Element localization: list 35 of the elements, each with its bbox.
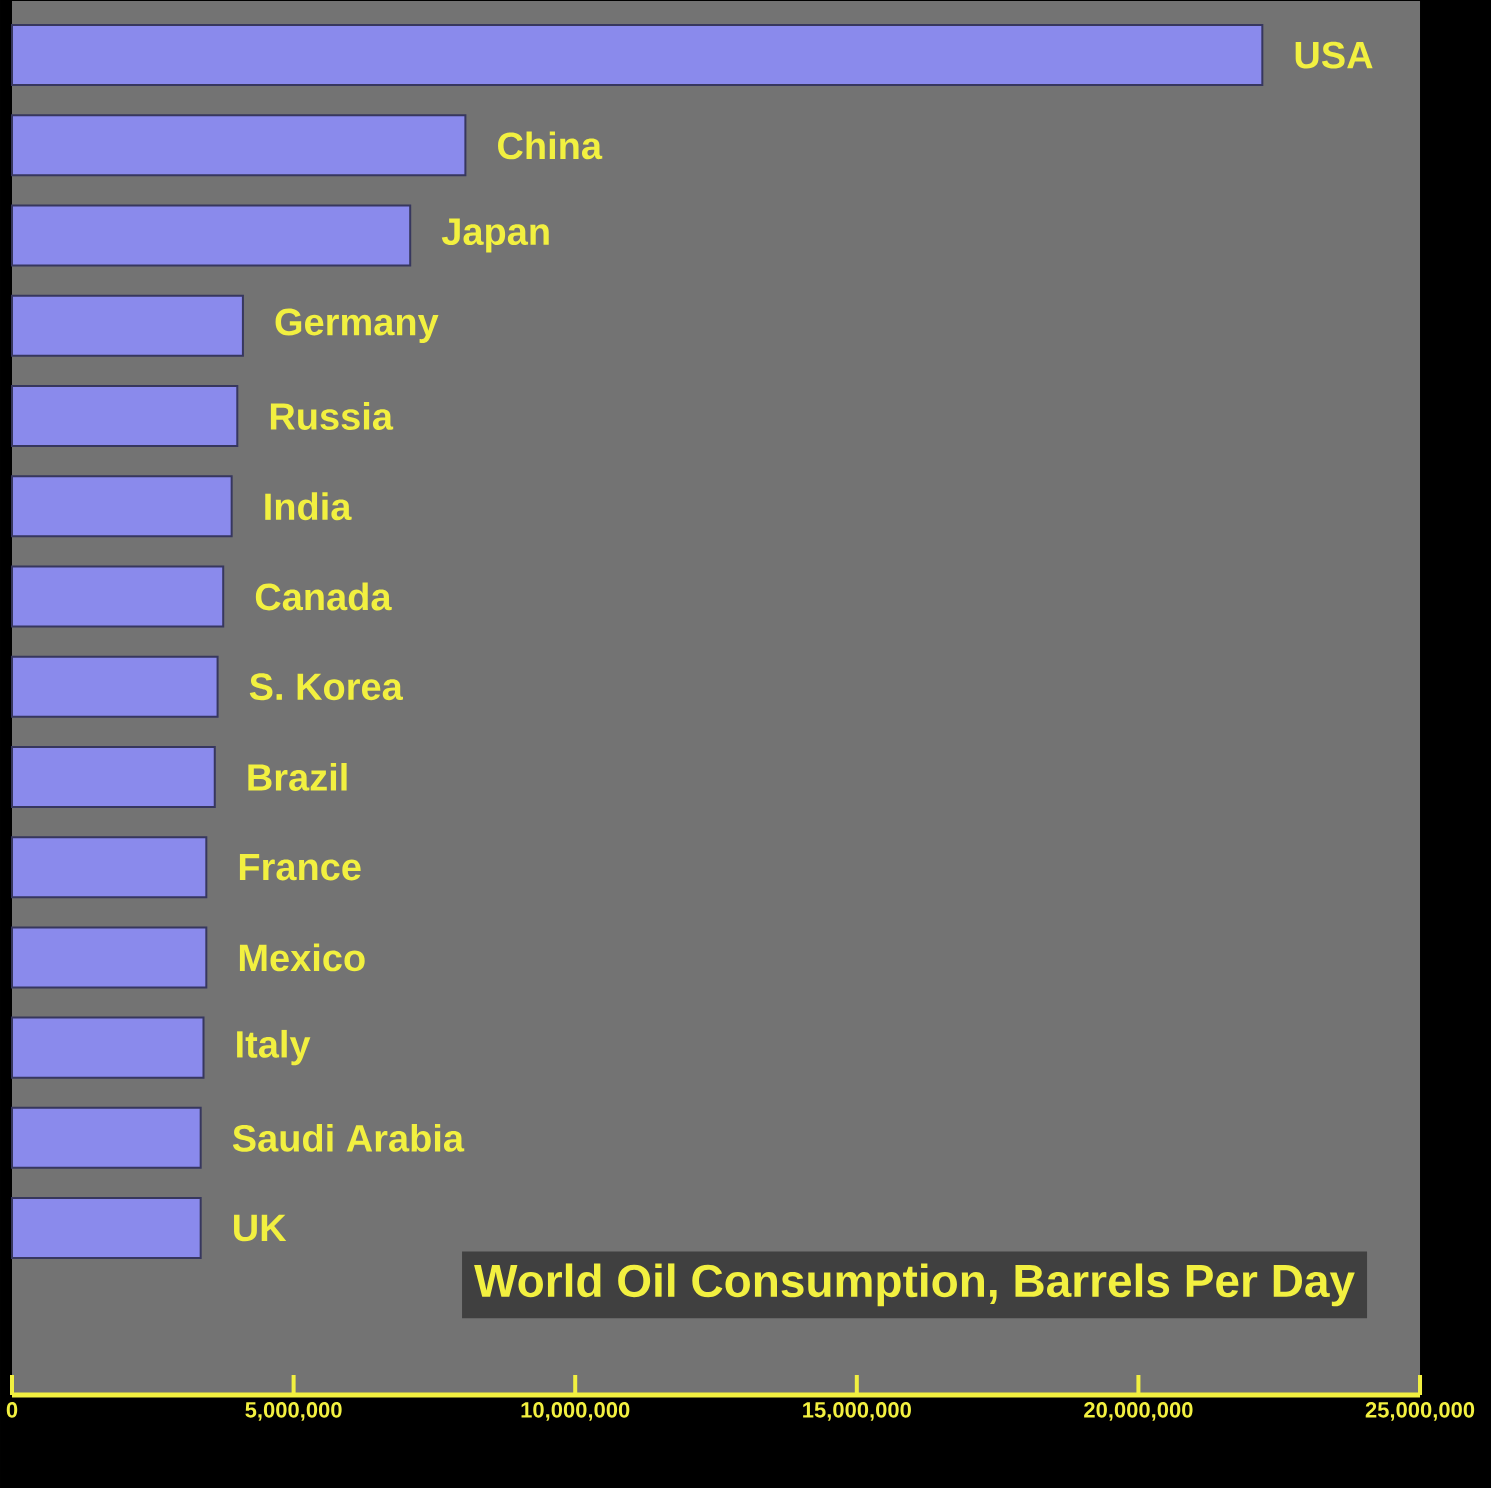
y-tick-label: Russia	[270, 402, 394, 430]
bar	[11, 1106, 202, 1169]
bar	[11, 655, 219, 718]
x-tick-label: 25,000,000	[1365, 1402, 1475, 1421]
bar	[11, 565, 225, 628]
bar	[11, 24, 1264, 87]
y-tick-label: Canada	[255, 582, 392, 611]
y-tick-label: Japan	[441, 218, 549, 253]
bar	[11, 294, 244, 357]
bar	[11, 385, 239, 448]
bar	[11, 926, 208, 989]
y-tick-label: Mexico	[239, 943, 365, 972]
x-tick-label: 10,000,000	[521, 1402, 630, 1421]
bar	[11, 114, 467, 177]
y-tick-label: India	[265, 492, 352, 521]
bar	[11, 836, 208, 899]
bar	[11, 204, 412, 267]
y-tick-label: Germany	[275, 308, 439, 343]
bar	[11, 475, 233, 538]
bar	[11, 1016, 205, 1079]
bar	[11, 1197, 202, 1260]
text: World Oil Consumption, Barrels Per Day	[474, 1263, 1355, 1307]
y-tick-label: UK	[234, 1214, 287, 1242]
y-tick-label: USA	[1295, 41, 1373, 69]
y-tick-label: Italy	[237, 1029, 311, 1066]
y-tick-label: Saudi Arabia	[232, 1123, 465, 1152]
y-tick-label: S. Korea	[249, 673, 403, 701]
bar	[11, 745, 216, 808]
x-tick-label: 15,000,000	[803, 1402, 911, 1421]
x-tick-label: 20,000,000	[1084, 1402, 1193, 1421]
y-tick-label: China	[498, 131, 603, 160]
x-tick-label: 5,000,000	[245, 1402, 342, 1421]
y-tick-label: France	[239, 853, 361, 881]
y-tick-label: Brazil	[248, 762, 347, 791]
x-tick-label: 0	[6, 1402, 18, 1418]
